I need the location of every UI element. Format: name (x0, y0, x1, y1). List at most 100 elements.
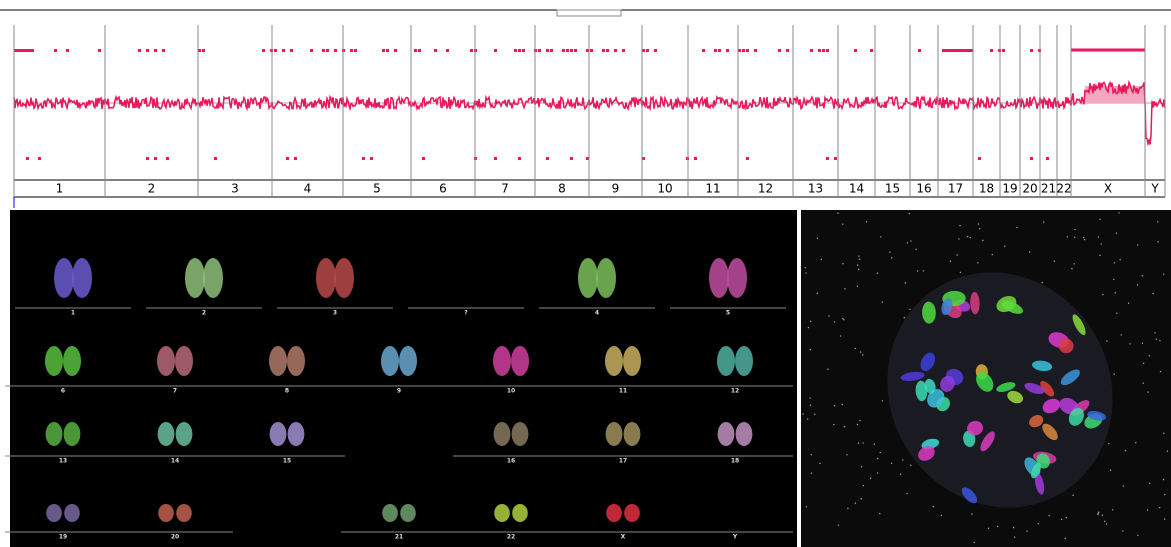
speckle (855, 348, 856, 349)
upper-dot (810, 49, 813, 52)
upper-dot (334, 49, 337, 52)
speckle (956, 254, 957, 255)
chromosome-image (494, 504, 510, 522)
karyotype-label: 17 (619, 458, 627, 465)
speckle (971, 513, 972, 514)
speckle (810, 405, 811, 406)
speckle (1026, 530, 1027, 531)
chromosome-label: 3 (231, 182, 239, 196)
upper-dot (646, 49, 649, 52)
speckle (1114, 262, 1115, 263)
speckle (858, 442, 859, 443)
speckle (1116, 312, 1117, 313)
speckle (837, 212, 838, 213)
speckle (1043, 221, 1044, 222)
speckle (992, 254, 993, 255)
speckle (857, 286, 858, 287)
speckle (863, 485, 864, 486)
figure: 12345678910111213141516171819202122XY123… (0, 0, 1171, 547)
speckle (1061, 519, 1062, 520)
speckle (859, 420, 860, 421)
lower-dot (978, 157, 981, 160)
upper-dot (854, 49, 857, 52)
speckle (858, 255, 859, 256)
upper-dot (942, 49, 945, 52)
upper-dot (354, 49, 357, 52)
speckle (866, 221, 867, 222)
speckle (1098, 512, 1099, 513)
upper-dot (654, 49, 657, 52)
speckle (1113, 373, 1114, 374)
speckle (862, 354, 863, 355)
upper-dot (786, 49, 789, 52)
speckle (988, 528, 989, 529)
karyotype-label: 10 (507, 388, 515, 395)
speckle (907, 242, 908, 243)
chromosome-image (578, 258, 598, 298)
upper-dot (1030, 49, 1033, 52)
karyotype-label: 21 (395, 534, 403, 541)
karyotype-label: 18 (731, 458, 739, 465)
chromosome-label: X (1104, 182, 1112, 196)
chromosome-image (288, 422, 305, 446)
chromosome-label: 14 (849, 182, 864, 196)
speckle (859, 259, 860, 260)
chromosome-label: 13 (808, 182, 823, 196)
speckle (1152, 293, 1153, 294)
chromosome-label: 15 (885, 182, 900, 196)
speckle (833, 424, 834, 425)
chromosome-label: 7 (501, 182, 509, 196)
upper-dot (66, 49, 69, 52)
upper-dot (434, 49, 437, 52)
upper-dot (202, 49, 205, 52)
speckle (827, 368, 828, 369)
speckle (1137, 535, 1138, 536)
chromosome-image (381, 346, 399, 376)
speckle (877, 458, 878, 459)
speckle (910, 465, 911, 466)
speckle (810, 349, 811, 350)
speckle (1149, 483, 1150, 484)
upper-dot (826, 49, 829, 52)
karyotype-label: 5 (726, 310, 730, 317)
speckle (969, 237, 970, 238)
speckle (1143, 382, 1144, 383)
karyotype-label: 16 (507, 458, 515, 465)
speckle (1125, 450, 1126, 451)
chromosome-label: 17 (948, 182, 963, 196)
speckle (1110, 470, 1111, 471)
upper-dot (718, 49, 721, 52)
speckle (1159, 507, 1160, 508)
speckle (862, 442, 863, 443)
speckle (861, 466, 862, 467)
speckle (1147, 391, 1148, 392)
lower-dot (146, 157, 149, 160)
lower-dot (362, 157, 365, 160)
chromosome-image (399, 346, 417, 376)
upper-dot (566, 49, 569, 52)
speckle (857, 424, 858, 425)
speckle (819, 463, 820, 464)
speckle (1147, 509, 1148, 510)
upper-dot (726, 49, 729, 52)
chromosome-image (157, 346, 175, 376)
speckle (1042, 282, 1043, 283)
chromosome-image (512, 504, 528, 522)
chromosome-image (494, 422, 511, 446)
speckle (1128, 302, 1129, 303)
speckle (838, 524, 839, 525)
lower-dot (294, 157, 297, 160)
speckle (880, 452, 881, 453)
chromosome-label: 8 (558, 182, 566, 196)
chromosome-label: 21 (1041, 182, 1056, 196)
chromosome-label: 5 (373, 182, 381, 196)
speckle (879, 513, 880, 514)
speckle (978, 223, 979, 224)
chromosome-label: 12 (758, 182, 773, 196)
chromosome-image (287, 346, 305, 376)
chromosome-image (316, 258, 336, 298)
speckle (1074, 229, 1075, 230)
speckle (909, 309, 910, 310)
speckle (950, 260, 951, 261)
speckle (1137, 284, 1138, 285)
